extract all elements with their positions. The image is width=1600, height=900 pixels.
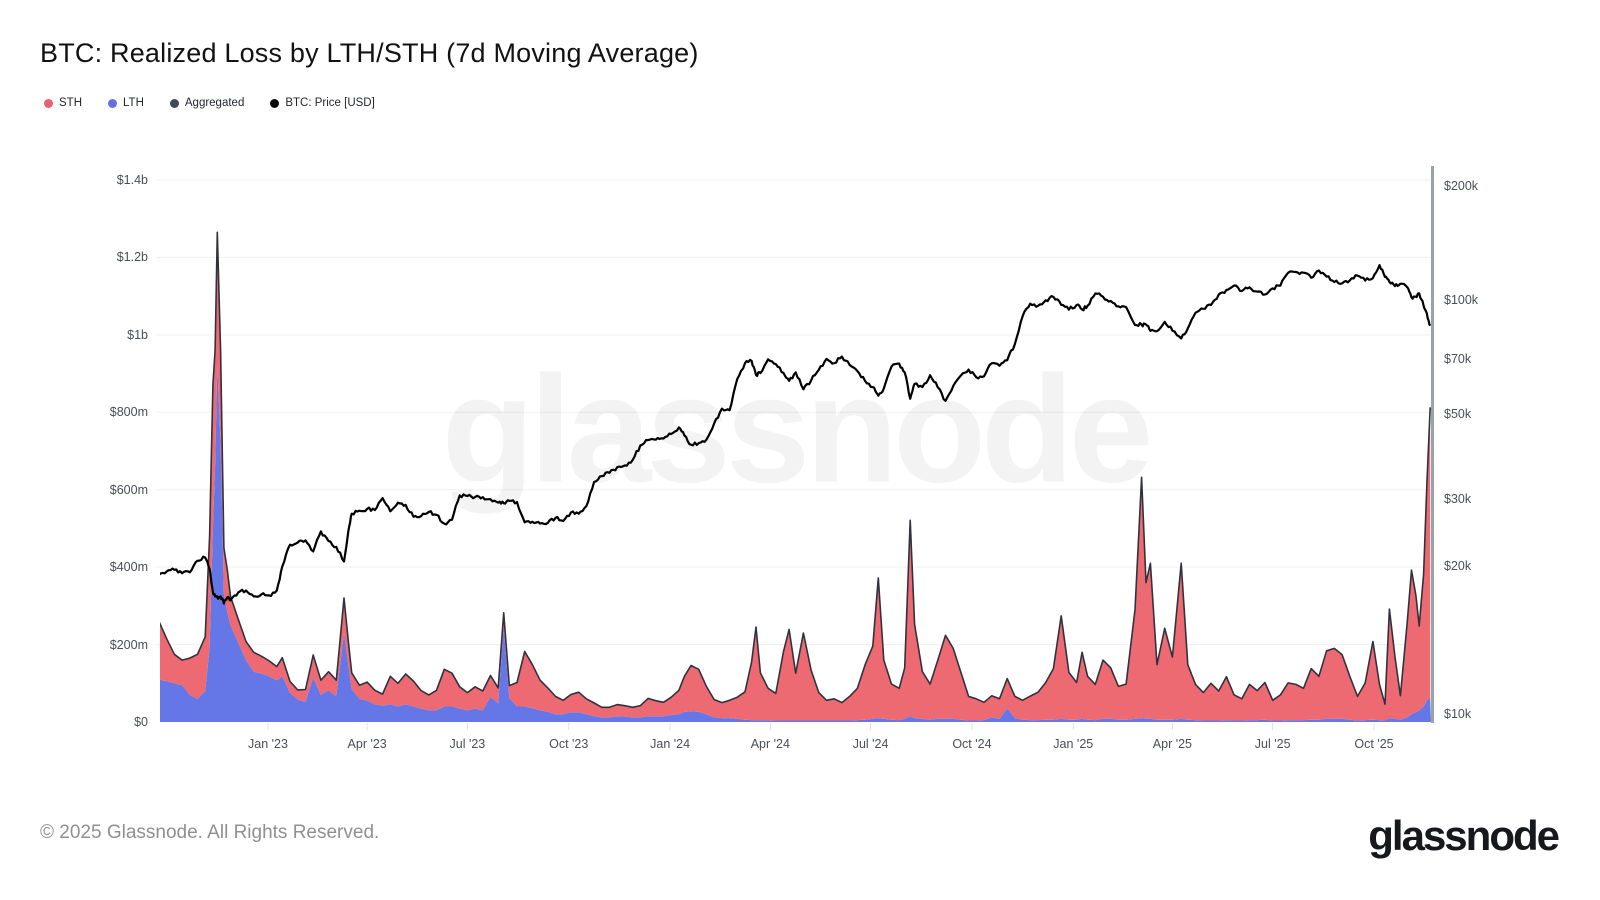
left-axis-tick-label: $200m [109,637,148,652]
legend-item-sth[interactable]: STH [44,97,82,109]
stacked-loss-areas [160,231,1431,722]
x-axis-tick-label: Apr '24 [750,737,790,751]
left-axis-tick-label: $800m [109,405,148,420]
right-axis-tick-label: $30k [1444,491,1472,506]
gridlines [156,179,1431,730]
legend-item-lth[interactable]: LTH [108,97,144,109]
aggregated-line [160,231,1431,709]
glassnode-watermark: glassnode [441,344,1154,515]
right-axis-tick-label: $200k [1444,178,1479,193]
right-axis-tick-label: $50k [1444,407,1472,422]
right-axis-tick-label: $100k [1444,293,1479,307]
chart-legend: STH LTH Aggregated BTC: Price [USD] [44,97,375,109]
x-axis-tick-label: Apr '25 [1152,737,1193,751]
x-axis-tick-label: Apr '23 [347,737,387,751]
legend-item-label: Aggregated [184,97,245,109]
x-axis-tick-label: Oct '24 [952,737,992,751]
copyright-text: © 2025 Glassnode. All Rights Reserved. [40,822,380,843]
legend-item-btc-price-usd[interactable]: BTC: Price [USD] [270,97,375,109]
right-axis-tick-label: $20k [1444,558,1472,573]
right-axis-tick-label: $70k [1444,351,1472,366]
x-axis-tick-label: Jan '24 [650,737,691,751]
page-title: BTC: Realized Loss by LTH/STH (7d Moving… [40,38,699,68]
legend-item-label: BTC: Price [USD] [285,97,375,109]
x-axis-tick-label: Jul '25 [1254,737,1291,751]
left-axis-tick-label: $1.2b [116,250,148,265]
x-axis-tick-label: Jul '24 [852,737,889,751]
left-axis-tick-label: $1b [127,327,148,342]
x-axis-tick-label: Jan '25 [1053,737,1094,751]
legend-item-label: LTH [123,97,144,109]
left-axis-tick-label: $0 [134,715,148,729]
x-axis-tick-label: Jul '23 [449,737,486,751]
glassnode-logo: glassnode [1368,812,1560,859]
legend-dot-icon [270,98,280,108]
x-axis-tick-label: Jan '23 [248,737,288,751]
x-axis-tick-label: Oct '23 [549,737,589,751]
left-axis-tick-label: $600m [109,482,148,497]
legend-item-aggregated[interactable]: Aggregated [169,97,245,109]
btc-price-line [160,264,1431,605]
left-axis-tick-label: $1.4b [116,173,148,187]
legend-dot-icon [169,98,179,108]
left-axis-tick-label: $400m [109,560,148,575]
legend-item-label: STH [59,97,82,109]
x-axis-tick-label: Oct '25 [1354,737,1394,751]
legend-dot-icon [44,98,53,108]
legend-dot-icon [108,98,117,108]
right-axis-tick-label: $10k [1444,707,1472,721]
